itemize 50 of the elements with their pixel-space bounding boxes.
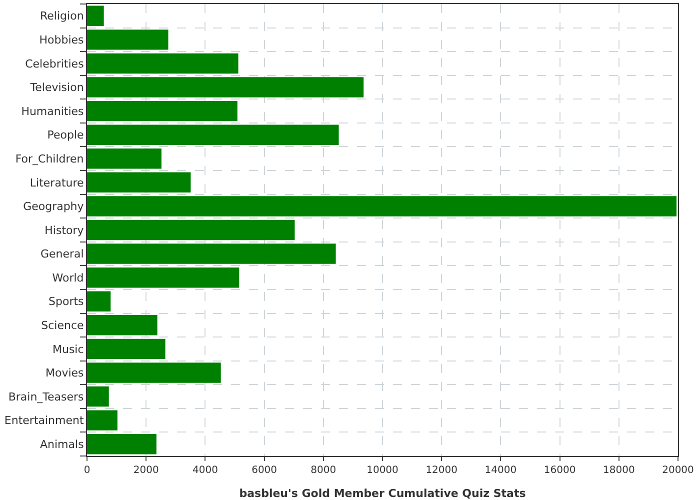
- bar: [87, 362, 221, 383]
- y-tick-label: Humanities: [21, 104, 84, 118]
- bar: [87, 100, 238, 122]
- y-tick-label: For_Children: [15, 152, 84, 166]
- bar: [87, 291, 111, 312]
- bar: [87, 386, 109, 407]
- y-tick-label: People: [47, 128, 84, 142]
- y-tick-label: Music: [52, 342, 84, 356]
- y-tick-label: Science: [41, 319, 84, 332]
- y-tick-label: Movies: [46, 366, 84, 380]
- y-tick-label: History: [44, 224, 84, 237]
- bar: [87, 410, 118, 430]
- x-tick-label: 8000: [310, 465, 336, 476]
- y-tick-label: Literature: [30, 176, 84, 190]
- bar: [87, 338, 166, 360]
- bar: [87, 53, 238, 74]
- bar: [87, 220, 295, 240]
- bar: [87, 6, 104, 26]
- x-tick-label: 0: [84, 465, 90, 476]
- y-tick-label: Geography: [23, 200, 84, 214]
- x-tick-label: 6000: [252, 465, 278, 476]
- y-tick-label: Sports: [48, 295, 84, 308]
- bar: [87, 244, 336, 264]
- x-tick-label: 18000: [602, 465, 635, 476]
- y-tick-label: Religion: [40, 10, 84, 23]
- x-tick-label: 16000: [544, 465, 576, 476]
- x-tick-label: 20000: [662, 465, 694, 476]
- bar: [87, 77, 364, 98]
- bar: [87, 148, 162, 169]
- x-tick-label: 4000: [192, 465, 218, 476]
- bar: [87, 196, 677, 216]
- x-tick-label: 12000: [426, 465, 458, 476]
- x-tick-label: 14000: [484, 465, 517, 476]
- x-axis-title: basbleu's Gold Member Cumulative Quiz Stats: [239, 487, 526, 500]
- y-tick-label: World: [52, 271, 84, 284]
- y-tick-label: Celebrities: [25, 57, 84, 70]
- y-tick-label: Entertainment: [4, 414, 84, 428]
- y-tick-label: Brain_Teasers: [8, 390, 84, 404]
- x-tick-label: 10000: [366, 465, 398, 476]
- bar: [87, 30, 168, 50]
- bar: [87, 124, 339, 145]
- y-tick-label: Television: [29, 81, 84, 94]
- bar: [87, 267, 240, 288]
- bar: [87, 315, 158, 336]
- y-tick-label: Animals: [40, 438, 84, 451]
- x-tick-label: 2000: [133, 465, 159, 476]
- bar: [87, 434, 156, 454]
- y-tick-label: General: [40, 248, 84, 261]
- y-tick-label: Hobbies: [39, 34, 84, 47]
- bar: [87, 172, 191, 193]
